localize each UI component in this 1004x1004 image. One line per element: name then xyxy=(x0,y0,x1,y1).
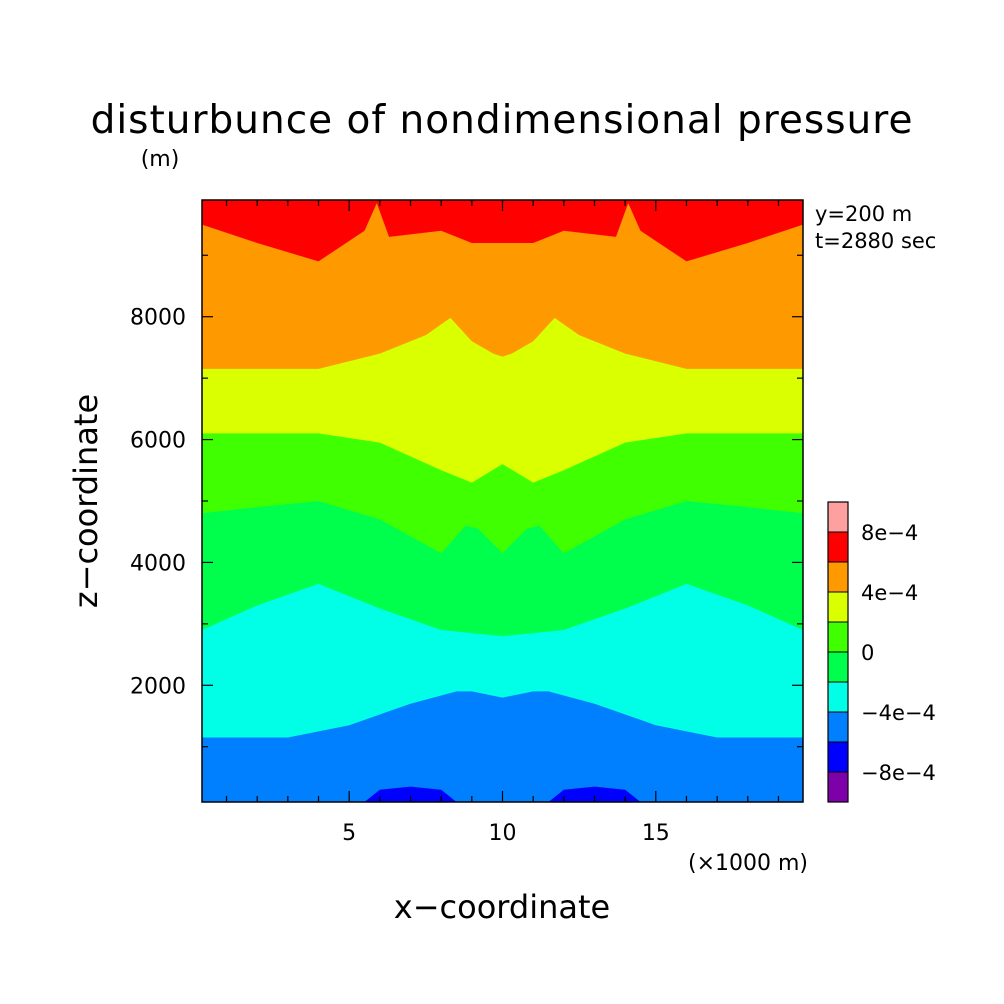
colorbar-swatch xyxy=(828,652,848,682)
colorbar-swatch xyxy=(828,772,848,802)
colorbar-label: −4e−4 xyxy=(861,701,936,725)
colorbar-swatch xyxy=(828,742,848,772)
annotation-y-location: y=200 m xyxy=(815,202,912,226)
band-minus-8e-4-lobe-2 xyxy=(548,786,641,802)
y-tick-labels: 2000 4000 6000 8000 xyxy=(130,306,186,700)
colorbar-swatch xyxy=(828,532,848,562)
colorbar-swatch xyxy=(828,562,848,592)
y-tick-label: 6000 xyxy=(130,429,186,454)
annotation-time: t=2880 sec xyxy=(815,229,936,253)
contour-fills xyxy=(202,200,803,802)
colorbar-swatch xyxy=(828,622,848,652)
colorbar-swatch xyxy=(828,592,848,622)
y-axis-unit: (m) xyxy=(141,147,180,172)
x-axis-label: x−coordinate xyxy=(394,888,610,926)
y-tick-label: 2000 xyxy=(130,674,186,699)
x-tick-label: 10 xyxy=(489,821,517,846)
x-tick-labels: 5 10 15 xyxy=(342,821,670,846)
band-minus-8e-4-lobe-1 xyxy=(364,786,457,802)
band-4e-4 xyxy=(202,200,803,369)
colorbar-label: 8e−4 xyxy=(861,521,918,545)
axis-ticks xyxy=(202,200,803,802)
y-tick-label: 4000 xyxy=(130,551,186,576)
colorbar-label: 4e−4 xyxy=(861,581,918,605)
colorbar-label: 0 xyxy=(861,641,874,665)
colorbar-labels: −8e−4 −4e−4 0 4e−4 8e−4 xyxy=(861,521,936,785)
chart-title: disturbunce of nondimensional pressure xyxy=(91,98,914,143)
x-tick-label: 15 xyxy=(642,821,670,846)
y-tick-label: 8000 xyxy=(130,306,186,331)
x-axis-unit: (×1000 m) xyxy=(688,851,808,876)
colorbar-label: −8e−4 xyxy=(861,761,936,785)
x-tick-label: 5 xyxy=(342,821,356,846)
y-axis-label: z−coordinate xyxy=(67,394,105,608)
colorbar xyxy=(827,501,849,803)
colorbar-swatch xyxy=(828,712,848,742)
colorbar-swatch xyxy=(828,682,848,712)
colorbar-swatch xyxy=(828,502,848,532)
band-6e-4 xyxy=(202,200,803,262)
